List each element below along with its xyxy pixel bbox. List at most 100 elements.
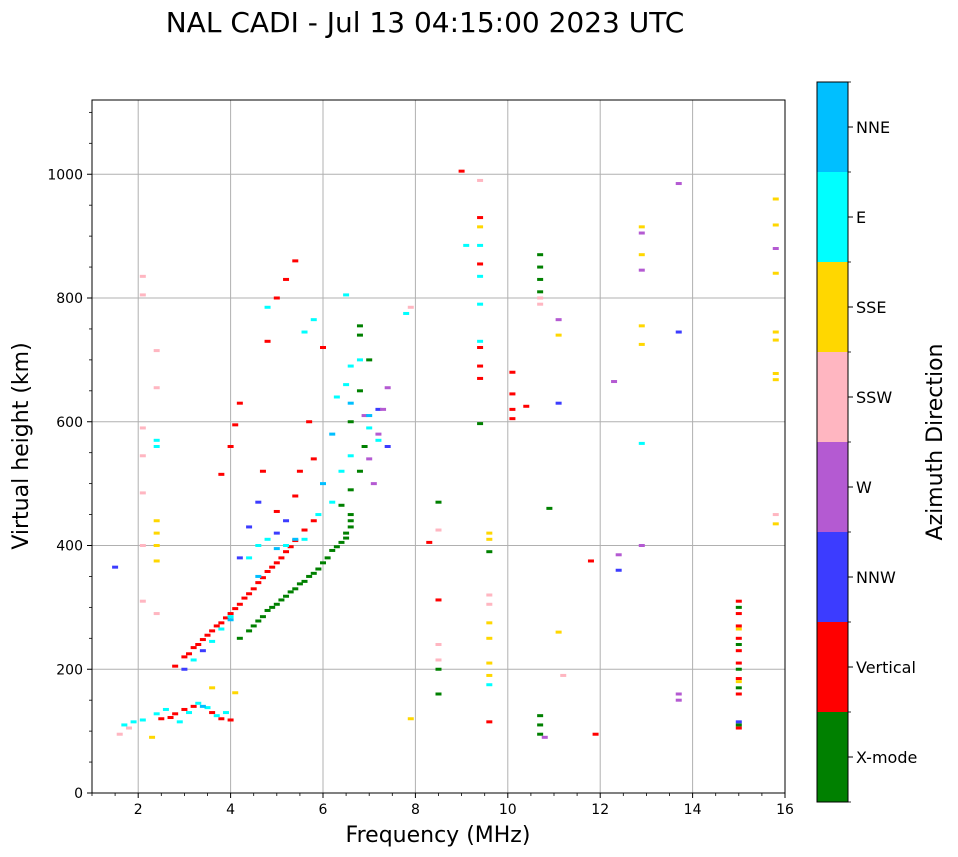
data-point-x-mode [347, 513, 354, 517]
data-point-e [477, 302, 484, 306]
data-point-ssw [153, 612, 160, 616]
data-point-ssw [407, 305, 414, 309]
data-point-w [555, 318, 562, 322]
data-point-ssw [486, 593, 493, 597]
colorbar-tick-label: NNW [856, 568, 896, 587]
colorbar-tick-label: W [856, 478, 872, 497]
data-point-e [343, 293, 350, 297]
data-point-e [246, 556, 253, 560]
data-point-vertical [477, 376, 484, 380]
data-point-e [264, 537, 271, 541]
data-point-vertical [227, 718, 234, 722]
data-point-ssw [139, 544, 146, 547]
data-point-vertical [222, 616, 229, 620]
data-point-nne [292, 537, 299, 541]
data-point-x-mode [306, 574, 313, 578]
data-point-vertical [509, 370, 516, 374]
data-point-sse [486, 661, 493, 665]
data-point-x-mode [347, 519, 354, 523]
azimuth-colorbar: X-mode Vertical NNW W SSW SSE E NNE [816, 81, 917, 803]
data-point-x-mode [343, 536, 350, 540]
data-point-sse [638, 342, 645, 346]
data-point-vertical [181, 655, 188, 659]
data-point-e [218, 627, 225, 631]
data-point-sse [555, 333, 562, 337]
data-point-nne [227, 618, 234, 622]
data-point-x-mode [735, 667, 742, 671]
data-point-nnw [246, 525, 253, 529]
data-point-w [384, 386, 391, 390]
data-point-e [333, 395, 340, 399]
x-tick-label: 12 [591, 802, 609, 818]
data-point-x-mode [735, 643, 742, 646]
colorbar-tick-label: X-mode [856, 748, 917, 767]
data-point-e [222, 711, 229, 715]
data-point-x-mode [250, 624, 257, 628]
data-point-sse [772, 338, 779, 342]
data-point-w [370, 482, 377, 486]
data-point-e [153, 438, 160, 442]
data-point-vertical [250, 587, 257, 591]
data-point-e [176, 720, 183, 724]
colorbar-swatch [817, 352, 848, 442]
data-point-ssw [772, 513, 779, 517]
data-point-nne [329, 432, 336, 436]
data-point-x-mode [347, 420, 354, 424]
data-point-vertical [218, 621, 225, 625]
data-point-nnw [283, 519, 290, 523]
data-point-x-mode [236, 636, 243, 640]
data-point-sse [477, 225, 484, 229]
data-point-ssw [139, 454, 146, 458]
data-point-vertical [283, 277, 290, 281]
data-point-ssw [435, 658, 442, 662]
data-point-vertical [310, 457, 317, 461]
data-point-vertical [227, 445, 234, 448]
data-point-vertical [320, 346, 326, 349]
data-point-x-mode [537, 714, 544, 718]
data-point-vertical [587, 559, 594, 563]
data-point-vertical [190, 646, 197, 650]
data-point-ssw [435, 643, 442, 646]
data-point-x-mode [537, 723, 544, 727]
colorbar-swatch [817, 442, 848, 532]
data-point-x-mode [338, 503, 345, 507]
data-point-vertical [264, 339, 271, 343]
data-point-x-mode [347, 488, 354, 492]
data-point-vertical [509, 407, 516, 411]
data-point-vertical [255, 581, 262, 585]
x-tick-label: 2 [134, 802, 143, 818]
y-tick-label: 0 [74, 786, 83, 802]
data-point-nnw [735, 720, 742, 724]
data-point-x-mode [537, 290, 544, 294]
data-point-e [310, 318, 317, 322]
data-point-sse [772, 371, 779, 375]
data-point-x-mode [537, 253, 544, 257]
data-point-vertical [523, 404, 530, 408]
data-point-vertical [195, 643, 202, 646]
x-tick-label: 16 [776, 802, 794, 818]
data-point-x-mode [264, 608, 271, 612]
y-tick-label: 400 [56, 539, 83, 555]
data-point-e [338, 469, 345, 473]
data-point-w [615, 553, 622, 557]
data-point-w [366, 457, 373, 461]
data-point-x-mode [356, 324, 363, 328]
data-point-nne [320, 482, 326, 486]
x-tick-label: 10 [499, 802, 517, 818]
data-point-w [675, 698, 682, 702]
data-point-vertical [306, 420, 313, 424]
data-point-vertical [292, 259, 299, 263]
data-point-e [366, 426, 373, 430]
data-point-x-mode [333, 545, 340, 549]
data-point-vertical [592, 732, 599, 736]
data-point-nnw [615, 568, 622, 572]
data-point-x-mode [278, 598, 285, 602]
data-point-sse [232, 691, 239, 695]
data-point-sse [486, 673, 493, 677]
data-point-vertical [458, 169, 465, 173]
data-point-vertical [236, 401, 243, 405]
data-point-x-mode [315, 567, 322, 571]
data-point-vertical [167, 716, 174, 720]
data-point-vertical [227, 612, 234, 616]
chart-title: NAL CADI - Jul 13 04:15:00 2023 UTC [166, 6, 685, 39]
